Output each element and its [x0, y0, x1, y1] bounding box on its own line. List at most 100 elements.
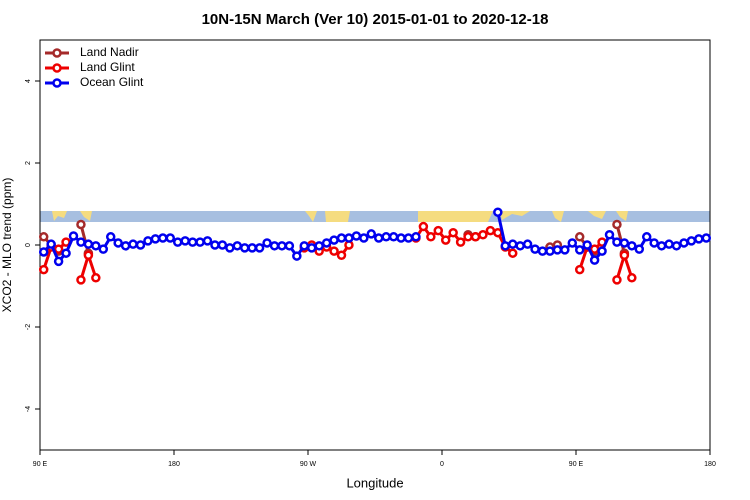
data-point: [455, 237, 466, 247]
data-point: [158, 233, 168, 243]
data-point: [225, 243, 235, 253]
data-point: [500, 241, 511, 251]
data-point: [426, 232, 436, 242]
data-point: [53, 244, 64, 254]
data-point: [619, 250, 630, 260]
data-point: [329, 235, 339, 245]
y-tick-label: -2: [25, 324, 32, 330]
data-point: [83, 250, 94, 260]
data-point: [574, 232, 585, 242]
data-point: [269, 241, 280, 251]
data-point: [76, 275, 86, 285]
data-point: [38, 232, 49, 242]
data-point: [232, 241, 243, 251]
data-point: [68, 231, 79, 241]
data-point: [493, 207, 503, 217]
data-point: [485, 225, 496, 236]
data-point: [641, 232, 652, 242]
data-point: [619, 238, 630, 248]
data-point: [679, 238, 689, 248]
data-point: [701, 233, 712, 243]
data-point: [306, 243, 317, 253]
data-point: [507, 248, 518, 258]
data-point: [567, 238, 578, 248]
legend-marker: [52, 63, 62, 73]
y-tick-label: 4: [25, 79, 32, 83]
legend-label: Ocean Glint: [80, 75, 144, 89]
legend-marker: [52, 48, 62, 58]
data-point: [366, 229, 377, 239]
data-point: [187, 237, 198, 247]
data-point: [91, 241, 101, 251]
data-point: [180, 236, 190, 246]
x-tick-label: 90 E: [569, 461, 584, 468]
data-point: [627, 241, 637, 251]
data-point: [574, 264, 585, 275]
data-point: [53, 256, 64, 267]
data-point: [612, 237, 622, 247]
data-point: [612, 219, 622, 230]
data-point: [574, 245, 585, 255]
x-axis-label: Longitude: [346, 475, 403, 490]
chart-title: 10N-15N March (Ver 10) 2015-01-01 to 202…: [202, 11, 549, 28]
data-point: [284, 241, 295, 251]
data-point: [135, 240, 146, 250]
data-point: [217, 240, 228, 250]
data-point: [46, 239, 56, 249]
y-axis-label: XCO2 - MLO trend (ppm): [0, 178, 14, 313]
data-point: [321, 238, 332, 248]
data-point: [239, 243, 250, 253]
data-point: [388, 232, 399, 242]
data-point: [91, 273, 101, 283]
data-point: [470, 232, 481, 242]
data-point: [694, 234, 704, 244]
data-point: [597, 246, 607, 256]
data-point: [515, 241, 525, 251]
data-point: [83, 239, 94, 249]
data-point: [61, 248, 71, 258]
y-tick-label: 0: [25, 243, 32, 247]
data-point: [530, 244, 540, 254]
land-mask-strip: [40, 211, 710, 222]
x-tick-label: 90 E: [33, 461, 48, 468]
legend-label: Land Nadir: [80, 45, 139, 59]
x-tick-label: 180: [168, 461, 180, 468]
x-tick-label: 180: [704, 461, 716, 468]
data-point: [612, 275, 622, 285]
data-point: [440, 235, 451, 245]
data-point: [671, 241, 682, 251]
data-point: [373, 233, 384, 243]
y-tick-label: -4: [25, 406, 32, 412]
data-point: [38, 247, 49, 257]
data-point: [351, 231, 362, 241]
data-point: [396, 233, 406, 243]
data-point: [254, 243, 265, 253]
data-point: [545, 246, 555, 256]
data-point: [560, 245, 570, 255]
data-point: [113, 238, 123, 248]
land-patch: [52, 211, 628, 222]
legend-label: Land Glint: [80, 60, 135, 74]
data-point: [336, 250, 347, 260]
data-point: [604, 230, 615, 240]
series: [38, 207, 712, 267]
data-point: [195, 237, 205, 247]
data-point: [478, 230, 488, 240]
data-point: [247, 243, 257, 253]
data-point: [589, 255, 600, 265]
data-point: [105, 232, 116, 242]
data-point: [522, 239, 533, 249]
data-point: [493, 227, 503, 238]
data-point: [143, 236, 153, 246]
data-point: [552, 245, 563, 255]
data-point: [150, 234, 161, 244]
data-point: [463, 232, 473, 242]
data-point: [448, 227, 458, 238]
data-point: [336, 233, 347, 243]
data-point: [344, 233, 354, 243]
ocean-strip: [40, 211, 710, 222]
data-point: [537, 246, 548, 256]
data-point: [403, 233, 414, 243]
